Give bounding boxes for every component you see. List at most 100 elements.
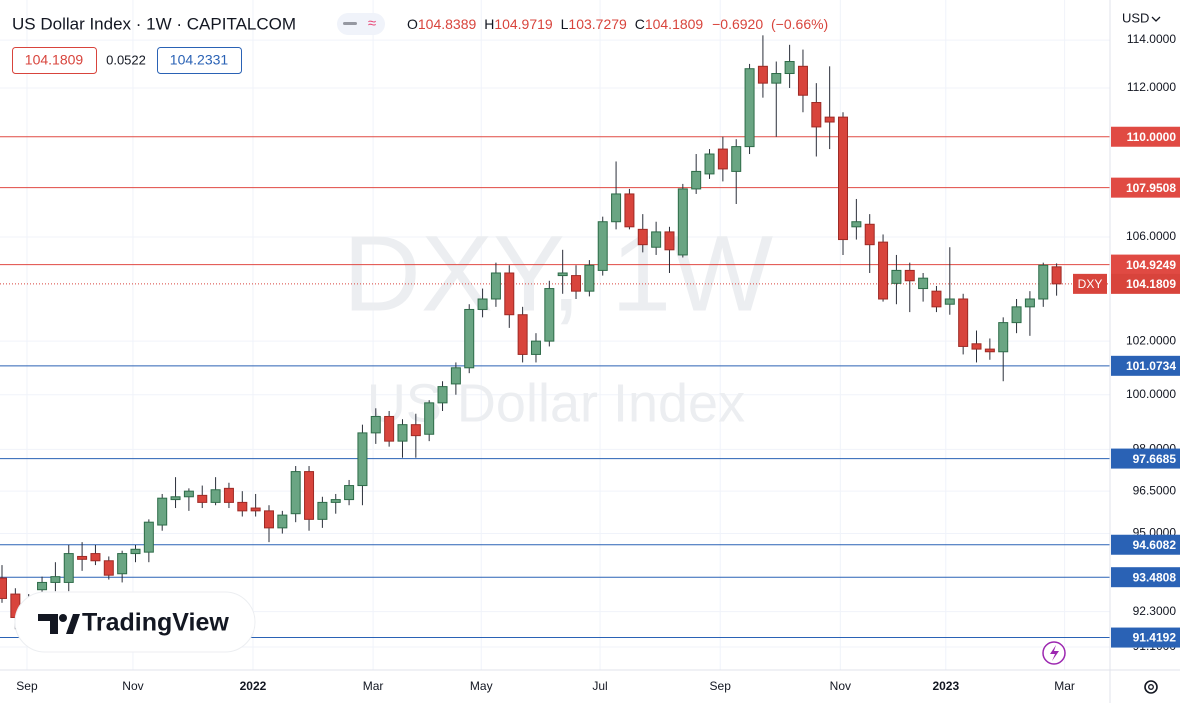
candle-body xyxy=(704,153,715,175)
candle-body xyxy=(384,415,395,442)
y-tick-label: 102.0000 xyxy=(1126,333,1176,347)
candle-body xyxy=(263,510,274,529)
candle-body xyxy=(677,188,688,256)
price-tag xyxy=(1111,273,1180,294)
candle-body xyxy=(183,490,194,498)
ohlc-legend: O104.8389 H104.9719 L103.7279 C104.1809 … xyxy=(407,16,828,32)
candle-body xyxy=(357,432,368,487)
toggle-icon xyxy=(343,22,357,25)
candle-body xyxy=(490,272,501,300)
candle-body xyxy=(277,514,288,529)
level-tag xyxy=(1111,448,1180,469)
level-label: 94.6082 xyxy=(1133,538,1177,552)
candle-body xyxy=(944,298,955,305)
candle-body xyxy=(691,170,702,190)
candle-body xyxy=(410,424,421,437)
level-label: 101.0734 xyxy=(1126,359,1176,373)
level-label: 107.9508 xyxy=(1126,181,1176,195)
x-tick-label: May xyxy=(470,679,493,693)
candle-body xyxy=(250,507,261,512)
candle-body xyxy=(77,555,88,560)
candle-body xyxy=(237,501,248,512)
candle-body xyxy=(651,231,662,248)
candle-body xyxy=(517,314,528,355)
spread: 0.0522 xyxy=(106,52,146,67)
candle-body xyxy=(571,275,582,292)
candle-body xyxy=(824,116,835,123)
y-tick-label: 100.0000 xyxy=(1126,387,1176,401)
axes: 114.0000 112.0000 106.0000 102.0000 100.0000… xyxy=(16,32,1176,693)
level-tag xyxy=(1111,254,1180,275)
y-tick-label: 114.0000 xyxy=(1127,32,1176,46)
candle-body xyxy=(784,61,795,75)
ask: 104.2331 xyxy=(170,52,229,68)
candle-body xyxy=(170,496,181,501)
alert-icon-bolt xyxy=(1050,645,1059,661)
candle-body xyxy=(0,577,8,599)
x-tick-label: Mar xyxy=(363,679,384,693)
candle-body xyxy=(958,298,969,347)
candle-body xyxy=(117,553,128,575)
logo-badge[interactable] xyxy=(14,591,256,653)
candle-body xyxy=(624,193,635,228)
price-tags: 110.0000 107.9508 104.9249 101.0734 97.6685 9… xyxy=(1073,126,1180,648)
candle-body xyxy=(290,471,301,515)
candle-body xyxy=(344,485,355,501)
currency-caret xyxy=(1151,16,1161,22)
watermark: DXY, 1W US Dollar Index xyxy=(343,213,773,434)
candle-body xyxy=(838,116,849,241)
candle-body xyxy=(757,65,768,84)
level-tag xyxy=(1111,177,1180,198)
candle-body xyxy=(50,576,61,583)
candle-body xyxy=(878,241,889,300)
settings-icon xyxy=(1148,684,1154,690)
candle-body xyxy=(157,497,168,526)
x-tick-label: Jul xyxy=(592,679,607,693)
level-tag xyxy=(1111,534,1180,555)
x-tick-label: 2022 xyxy=(240,679,267,693)
ohlc-value: 104.8389 xyxy=(418,16,477,32)
bid-box[interactable] xyxy=(12,47,97,74)
level-label: 104.9249 xyxy=(1126,258,1176,272)
ohlc-key: L xyxy=(561,16,569,32)
y-tick-label: 92.3000 xyxy=(1133,604,1177,618)
candle-body xyxy=(317,501,328,520)
chart-title: US Dollar Index · 1W · CAPITALCOM xyxy=(12,14,296,33)
x-tick-label: Nov xyxy=(830,679,851,693)
candle-body xyxy=(530,340,541,355)
symbol-label: DXY xyxy=(1078,277,1103,291)
candle-body xyxy=(1024,298,1035,308)
price-label: 104.1809 xyxy=(1126,277,1176,291)
candle-body xyxy=(731,146,742,172)
candle-body xyxy=(1011,306,1022,324)
candle-body xyxy=(864,223,875,246)
level-tag xyxy=(1111,355,1180,376)
settings-icon[interactable] xyxy=(1144,680,1158,694)
currency[interactable]: USD xyxy=(1122,10,1149,25)
ohlc-value: 104.9719 xyxy=(494,16,553,32)
x-tick-label: Sep xyxy=(710,679,732,693)
x-tick-label: Nov xyxy=(122,679,143,693)
candle-body xyxy=(304,471,315,520)
candles xyxy=(0,35,1062,630)
candle-body xyxy=(984,348,995,353)
candle-body xyxy=(450,367,461,385)
candle-body xyxy=(223,487,234,503)
change-pct: (−0.66%) xyxy=(771,16,828,32)
watermark-name: US Dollar Index xyxy=(367,373,745,433)
toggle-icon: ≈ xyxy=(368,15,376,32)
ask-box[interactable] xyxy=(157,47,242,74)
candle-body xyxy=(37,581,48,591)
candle-body xyxy=(210,489,221,503)
candle-body xyxy=(397,424,408,442)
candle-body xyxy=(904,269,915,282)
logo-icon xyxy=(66,614,80,634)
toggle[interactable] xyxy=(337,13,385,35)
levels xyxy=(0,136,1110,639)
candle-body xyxy=(971,343,982,350)
candle-body xyxy=(544,288,555,342)
candle-body xyxy=(63,553,74,583)
x-tick-label: Mar xyxy=(1054,679,1075,693)
